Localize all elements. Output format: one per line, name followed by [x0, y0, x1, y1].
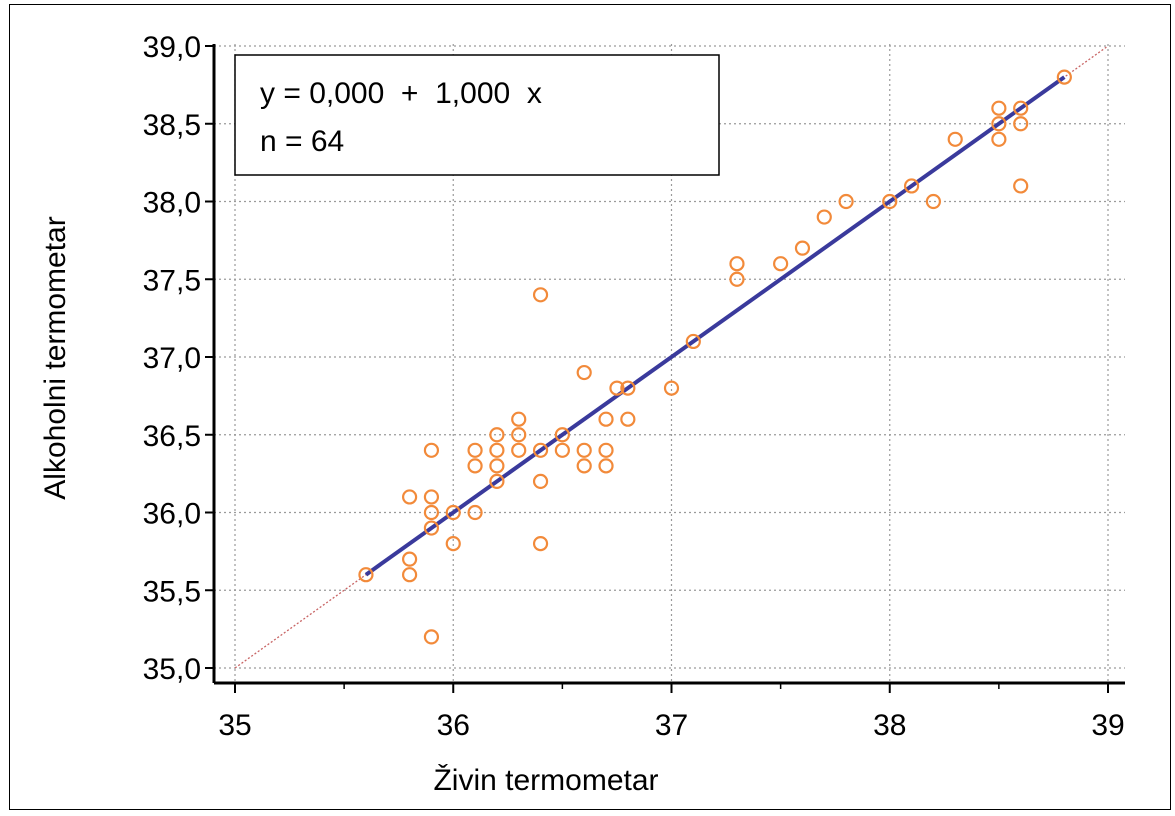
data-point: [511, 411, 527, 427]
data-point: [1013, 178, 1029, 194]
y-tick-label: 38,0: [143, 187, 201, 220]
data-point: [925, 193, 942, 210]
data-point: [598, 442, 614, 458]
data-point: [620, 380, 636, 396]
data-point: [489, 473, 505, 489]
equation-box: y = 0,000 + 1,000 x n = 64: [234, 54, 720, 176]
data-point: [991, 100, 1007, 116]
data-point: [423, 520, 440, 536]
data-points: [358, 69, 1072, 645]
data-point: [609, 380, 625, 396]
y-axis-label: Alkoholni termometar: [39, 216, 72, 499]
data-point: [423, 489, 440, 505]
scatter-plot: 35 36 37 38 39 35,035,536,036,537,037,538,03…: [39, 31, 1125, 797]
data-point: [576, 364, 592, 381]
data-point: [991, 131, 1007, 147]
data-point: [489, 427, 505, 443]
y-tick-label: 38,5: [143, 109, 201, 142]
x-tick-label: 38: [873, 709, 906, 742]
data-point: [532, 535, 549, 552]
data-point: [532, 473, 549, 489]
data-point: [576, 458, 592, 474]
data-point: [794, 240, 811, 256]
data-point: [532, 442, 549, 458]
data-point: [467, 504, 483, 521]
data-point: [1013, 100, 1029, 116]
data-point: [729, 256, 745, 272]
data-point: [598, 411, 614, 427]
y-tick-label: 37,0: [143, 342, 201, 375]
y-tick-label: 36,0: [143, 498, 201, 531]
data-point: [445, 504, 461, 521]
x-axis-ticks: 35 36 37 38 39: [218, 683, 1125, 742]
data-point: [511, 442, 527, 458]
axes: [212, 44, 1125, 685]
x-tick-label: 39: [1091, 709, 1124, 742]
data-point: [511, 427, 527, 443]
data-point: [554, 442, 570, 458]
data-point: [947, 131, 963, 147]
data-point: [576, 442, 592, 458]
sample-count: n = 64: [260, 125, 344, 158]
regression-equation: y = 0,000 + 1,000 x: [260, 77, 542, 110]
data-point: [423, 442, 440, 458]
data-point: [489, 458, 505, 474]
equation-box-border: [234, 54, 720, 176]
data-point: [882, 193, 898, 210]
data-point: [598, 458, 614, 474]
data-point: [423, 504, 440, 521]
x-tick-label: 35: [218, 709, 251, 742]
x-tick-label: 37: [655, 709, 688, 742]
data-point: [1013, 116, 1029, 132]
data-point: [663, 380, 680, 396]
data-point: [532, 287, 549, 303]
data-point: [903, 178, 920, 194]
data-point: [423, 629, 440, 645]
chart-frame: 35 36 37 38 39 35,0 35,5 36,0 36,5 37,0 37,5 38,0 3…: [9, 4, 1171, 810]
y-tick-label: 36,5: [143, 420, 201, 453]
data-point: [773, 256, 789, 272]
data-point: [402, 489, 418, 505]
data-point: [402, 551, 418, 567]
data-point: [467, 442, 483, 458]
data-point: [467, 458, 483, 474]
data-point: [358, 567, 374, 583]
data-point: [991, 116, 1007, 132]
y-tick-label: 39,0: [143, 31, 201, 64]
y-tick-label: 35,5: [143, 575, 201, 608]
data-point: [402, 567, 418, 583]
data-point: [838, 193, 854, 210]
data-point: [445, 535, 461, 552]
data-point: [620, 411, 636, 427]
x-axis-label: Živin termometar: [433, 764, 658, 797]
regression-line: [364, 75, 1066, 577]
data-point: [1056, 69, 1072, 85]
data-point: [816, 209, 832, 225]
data-point: [554, 427, 570, 443]
y-tick-label: 35,0: [143, 653, 201, 686]
y-tick-label: 37,5: [143, 264, 201, 297]
data-point: [729, 271, 745, 287]
y-axis-ticks: 35,0 35,5 36,0 36,5 37,0 37,5 38,0 38,5 39,0: [143, 31, 214, 686]
x-tick-label: 36: [437, 709, 470, 742]
data-point: [489, 442, 505, 458]
data-point: [685, 333, 701, 350]
